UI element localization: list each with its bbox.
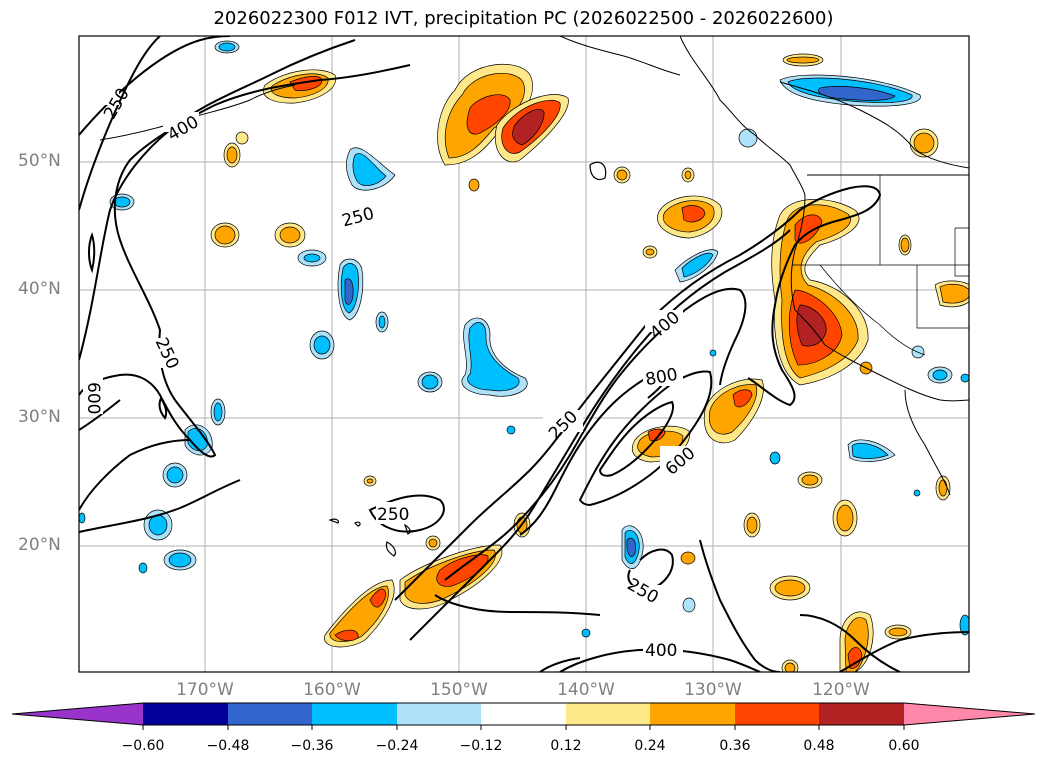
contour-label: 400 xyxy=(645,641,677,661)
colorbar-swatch xyxy=(566,703,650,725)
colorbar-extend-low xyxy=(12,703,143,725)
colorbar-swatch xyxy=(735,703,819,725)
colorbar-swatch xyxy=(819,703,904,725)
colorbar xyxy=(11,702,1036,730)
colorbar-tick-label: 0.48 xyxy=(803,738,835,754)
contour-label: 250 xyxy=(377,505,409,525)
lon-label-160w: 160°W xyxy=(303,680,361,700)
lon-label-170w: 170°W xyxy=(176,680,234,700)
lon-label-150w: 150°W xyxy=(430,680,488,700)
colorbar-swatch xyxy=(397,703,481,725)
colorbar-swatch xyxy=(481,703,566,725)
lat-label-40n: 40°N xyxy=(18,279,61,299)
colorbar-tick-label: 0.60 xyxy=(888,738,920,754)
lon-label-130w: 130°W xyxy=(684,680,742,700)
colorbar-swatch xyxy=(650,703,735,725)
lat-label-30n: 30°N xyxy=(18,407,61,427)
colorbar-tick-label: −0.48 xyxy=(206,738,250,754)
colorbar-tick-label: −0.60 xyxy=(121,738,165,754)
graticule xyxy=(79,36,969,672)
colorbar-swatch xyxy=(228,703,312,725)
map-frame xyxy=(78,35,970,673)
contour-label: 600 xyxy=(83,382,103,414)
lon-label-120w: 120°W xyxy=(812,680,870,700)
colorbar-tick-label: 0.36 xyxy=(719,738,751,754)
coastlines xyxy=(99,36,969,496)
colorbar-extend-high xyxy=(904,703,1035,725)
negative-precip-anomalies xyxy=(79,40,969,638)
colorbar-tick-label: 0.24 xyxy=(634,738,666,754)
colorbar-tick-label: −0.36 xyxy=(290,738,334,754)
islands xyxy=(328,161,607,557)
map-title: 2026022300 F012 IVT, precipitation PC (2… xyxy=(213,8,834,29)
colorbar-tick-label: −0.24 xyxy=(375,738,419,754)
lat-label-50n: 50°N xyxy=(18,151,61,171)
contour-labels: 250 400 250 250 600 400 800 250 600 250 … xyxy=(83,85,700,661)
colorbar-tick-label: 0.12 xyxy=(550,738,582,754)
colorbar-tick-label: −0.12 xyxy=(459,738,503,754)
lat-label-20n: 20°N xyxy=(18,535,61,555)
lon-label-140w: 140°W xyxy=(557,680,615,700)
colorbar-swatch xyxy=(312,703,397,725)
colorbar-swatch xyxy=(143,703,228,725)
